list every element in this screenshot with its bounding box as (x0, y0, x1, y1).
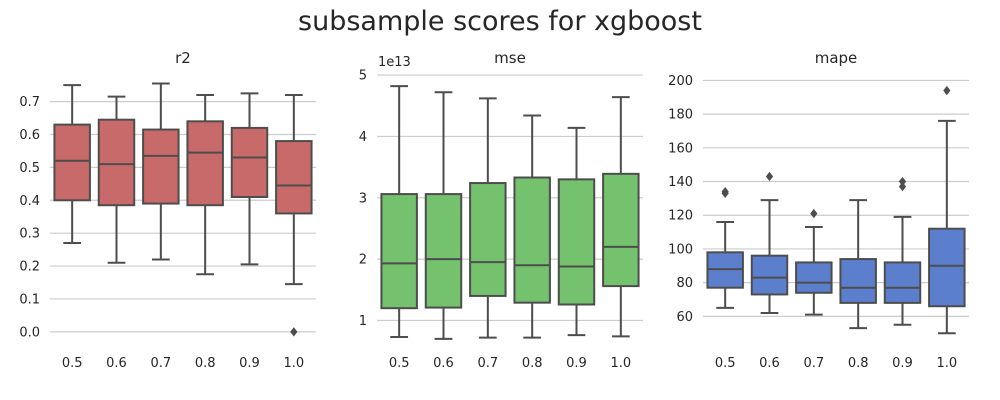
mape-outlier-point (721, 186, 729, 197)
r2-grid (50, 101, 316, 333)
r2-xtick-label: 0.6 (106, 356, 127, 371)
r2-iqr-box (230, 126, 269, 198)
mse-xtick-label: 0.9 (566, 356, 587, 371)
mape-box-0.6 (750, 171, 789, 314)
mape-iqr-box (928, 227, 966, 308)
mse-ytick-label: 1 (359, 314, 367, 329)
r2-iqr-box (186, 120, 224, 207)
mape-box-0.7 (795, 208, 833, 316)
r2-xtick-label: 0.5 (62, 356, 83, 371)
mse-panel: mse 1e13 1 2 3 4 5 0.5 0.6 0.7 0.8 0.9 1.0 (359, 49, 643, 371)
mape-outlier-point (943, 85, 951, 96)
mape-box-0.8 (839, 199, 877, 330)
mape-xtick-label: 0.6 (759, 356, 780, 371)
mse-iqr-box (424, 193, 463, 309)
mse-xtick-label: 1.0 (610, 356, 631, 371)
mse-iqr-box (380, 193, 418, 310)
mape-ytick-label: 160 (668, 141, 693, 156)
mse-box-1.0 (602, 96, 640, 338)
mape-xtick-label: 0.8 (848, 356, 869, 371)
mse-box-0.6 (424, 91, 463, 340)
r2-xtick-label: 0.9 (239, 356, 260, 371)
mape-iqr-box (839, 258, 877, 304)
mape-ytick-label: 80 (676, 276, 693, 291)
mape-xtick-label: 0.7 (803, 356, 824, 371)
mape-ytick-label: 60 (676, 310, 693, 325)
r2-iqr-box (53, 123, 91, 202)
mape-ytick-label: 200 (668, 74, 693, 89)
r2-panel-title: r2 (175, 49, 191, 67)
mse-ytick-label: 5 (359, 69, 367, 84)
mse-xtick-label: 0.7 (477, 356, 498, 371)
r2-box-1.0 (275, 94, 313, 337)
mape-iqr-box (795, 261, 833, 294)
mse-xtick-label: 0.8 (522, 356, 543, 371)
mse-iqr-box (557, 178, 596, 306)
mse-iqr-box (602, 172, 640, 288)
mape-box-1.0 (928, 85, 966, 335)
mape-ytick-label: 100 (668, 242, 693, 257)
mape-xtick-label: 0.5 (715, 356, 736, 371)
mape-xtick-label: 0.9 (892, 356, 913, 371)
r2-ytick-label: 0.0 (19, 325, 40, 340)
mape-ytick-label: 140 (668, 175, 693, 190)
mape-outlier-point (765, 171, 774, 182)
r2-ytick-label: 0.2 (19, 260, 40, 275)
mape-box-0.5 (706, 186, 744, 309)
r2-iqr-box (275, 140, 313, 215)
mape-iqr-box (750, 254, 789, 296)
mse-offset-text: 1e13 (378, 55, 411, 70)
mape-ytick-label: 180 (668, 108, 693, 123)
r2-iqr-box (142, 128, 180, 205)
mse-ytick-label: 4 (359, 130, 367, 145)
mape-panel: mape 60 80 100 120 140 160 180 200 0.5 0.6 0.7 0.8 0… (668, 49, 969, 371)
mse-panel-title: mse (494, 49, 526, 67)
r2-ytick-label: 0.5 (19, 161, 40, 176)
mse-grid (377, 74, 643, 322)
r2-outlier-point (290, 327, 298, 337)
r2-box-0.7 (142, 82, 180, 261)
r2-box-0.9 (230, 92, 269, 266)
r2-ytick-label: 0.1 (19, 292, 40, 307)
mape-box-0.9 (883, 176, 922, 326)
mse-box-0.9 (557, 126, 596, 337)
r2-ytick-label: 0.3 (19, 227, 40, 242)
mse-iqr-box (513, 176, 551, 304)
r2-box-0.5 (53, 84, 91, 245)
mape-panel-title: mape (815, 49, 858, 67)
mape-grid (703, 79, 969, 317)
r2-xtick-label: 0.8 (195, 356, 216, 371)
mape-outlier-point (810, 208, 818, 219)
mape-ytick-label: 120 (668, 209, 693, 224)
mse-box-0.7 (469, 97, 507, 339)
mse-xtick-label: 0.5 (389, 356, 410, 371)
mse-iqr-box (469, 182, 507, 297)
figure-title: subsample scores for xgboost (298, 6, 702, 37)
r2-panel: r2 0.0 0.1 0.2 0.3 0.4 0.5 0.6 0.7 0.5 0.6 0.7 0.8 0… (19, 49, 316, 371)
mape-iqr-box (883, 261, 922, 304)
mse-box-0.8 (513, 114, 551, 339)
mape-outlier-point (898, 176, 907, 187)
r2-box-0.6 (97, 95, 136, 264)
r2-ytick-label: 0.7 (19, 95, 40, 110)
r2-iqr-box (97, 118, 136, 207)
mse-ytick-label: 2 (359, 253, 367, 268)
r2-ytick-label: 0.4 (19, 194, 40, 209)
r2-ytick-label: 0.6 (19, 128, 40, 143)
mse-box-0.5 (380, 85, 418, 339)
mape-xtick-label: 1.0 (936, 356, 957, 371)
r2-xtick-label: 0.7 (150, 356, 171, 371)
r2-box-0.8 (186, 94, 224, 276)
r2-xtick-label: 1.0 (283, 356, 304, 371)
mse-xtick-label: 0.6 (433, 356, 454, 371)
mape-outlier-point (898, 181, 907, 192)
mse-ytick-label: 3 (359, 191, 367, 206)
